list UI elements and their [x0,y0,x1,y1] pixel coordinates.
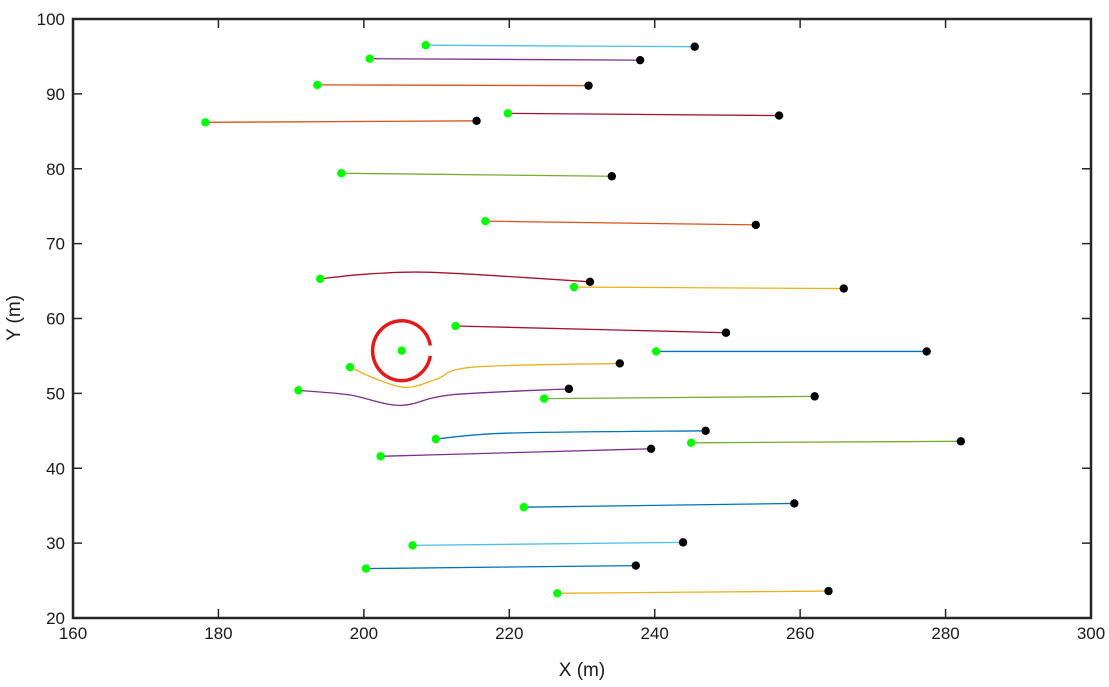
start-point-4 [201,118,210,127]
trajectory-line-7 [485,220,756,226]
x-tick-label: 200 [350,624,378,643]
start-point-21 [553,589,562,598]
y-tick-label: 80 [46,160,65,179]
end-point-12 [615,359,625,368]
trajectory-line-20 [366,564,636,570]
trajectory-line-9 [573,286,844,290]
start-point-17 [376,452,385,461]
y-tick-label: 50 [46,384,65,403]
start-point-9 [569,282,579,292]
end-point-8 [585,277,595,287]
end-point-6 [607,172,617,181]
trajectory-line-15 [435,430,706,440]
trajectory-line-4 [205,120,477,123]
start-point-5 [503,109,513,118]
end-point-16 [956,437,966,446]
trajectory-line-13 [298,388,569,407]
start-point-14 [539,394,549,403]
start-point-15 [431,434,441,444]
trajectory-line-18 [523,502,795,508]
start-point-2 [365,54,374,63]
x-tick-label: 300 [1077,624,1105,643]
x-axis-label: X (m) [559,660,605,681]
y-tick-label: 100 [37,10,65,29]
trajectory-line-19 [412,541,684,547]
x-tick-label: 160 [59,624,87,643]
obstacle-layer [370,319,433,383]
x-tick-label: 260 [786,624,814,643]
end-point-20 [631,561,641,570]
y-tick-label: 70 [46,235,65,254]
trajectory-line-12 [349,362,620,389]
trajectory-line-21 [557,590,829,594]
trajectory-line-6 [341,172,612,177]
end-point-3 [584,81,593,90]
start-point-16 [686,438,696,447]
y-tick-label: 40 [46,459,65,478]
start-point-6 [337,169,346,178]
end-point-10 [721,328,731,337]
end-point-15 [701,426,710,436]
end-point-19 [678,538,688,547]
y-tick-label: 30 [46,534,65,553]
end-point-13 [564,384,574,394]
end-point-4 [472,116,481,126]
start-point-11 [651,347,661,356]
trajectory-line-16 [691,440,961,444]
x-tick-label: 280 [931,624,959,643]
start-point-18 [519,502,529,512]
start-point-13 [294,386,303,395]
x-tick-label: 240 [641,624,669,643]
end-point-17 [646,444,656,453]
obstacle-center-point [397,346,406,355]
start-point-3 [313,80,322,90]
trajectory-line-17 [380,448,652,457]
y-tick-label: 20 [46,609,65,628]
end-point-7 [751,220,760,230]
trajectory-line-3 [317,84,589,87]
trajectory-line-14 [544,395,815,400]
end-point-9 [839,284,848,293]
start-point-20 [361,564,371,573]
start-point-12 [345,362,355,372]
trajectory-line-5 [507,112,780,117]
y-axis-label: Y (m) [4,295,25,341]
end-point-1 [690,42,699,51]
trajectory-line-8 [320,271,591,283]
y-tick-label: 60 [46,310,65,329]
end-point-2 [635,55,645,65]
start-point-8 [316,274,325,284]
trajectory-line-2 [369,58,641,61]
x-tick-label: 220 [495,624,523,643]
end-point-14 [810,392,819,401]
obstacle-circle [370,319,433,383]
start-point-10 [451,321,460,331]
start-point-19 [408,541,417,550]
end-point-18 [790,499,799,508]
end-point-21 [824,586,833,596]
x-tick-label: 180 [204,624,232,643]
marker-layer [201,41,966,598]
y-tick-label: 90 [46,85,65,104]
end-point-5 [774,111,784,120]
start-point-7 [481,216,490,226]
tick-layer: 160 180 200 220 240 260 280 300 20 30 40 50 60 70 80 90… [37,10,1106,643]
series-layer [205,44,961,594]
start-point-1 [421,41,430,50]
end-point-11 [922,347,931,356]
plot-background [73,19,1091,618]
trajectory-line-10 [455,325,726,334]
trajectory-line-1 [425,44,695,48]
